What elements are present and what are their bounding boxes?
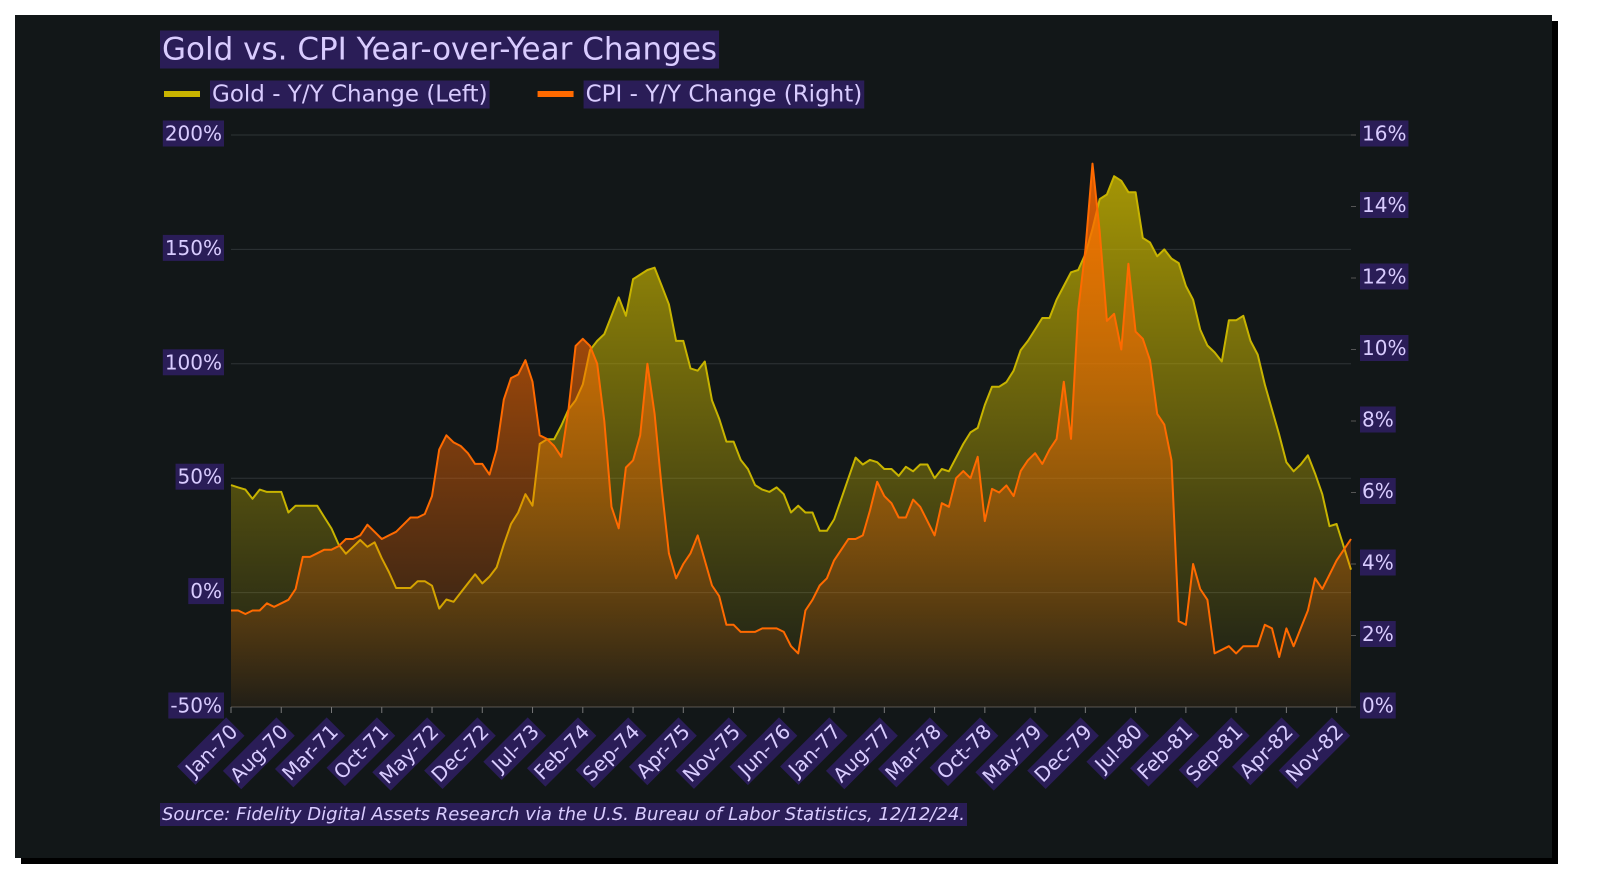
label-bg bbox=[160, 30, 720, 69]
y-tick-label: 150% bbox=[165, 236, 222, 260]
y-tick-label: 200% bbox=[165, 122, 222, 146]
y2-tick-label: 8% bbox=[1362, 408, 1394, 432]
label-bg bbox=[210, 80, 490, 109]
label-bg bbox=[1086, 717, 1150, 781]
label-bg bbox=[177, 717, 245, 785]
label-bg bbox=[1278, 717, 1351, 789]
label-bg bbox=[162, 120, 224, 147]
label-bg bbox=[1360, 263, 1409, 290]
label-bg bbox=[175, 463, 224, 490]
label-bg bbox=[1360, 335, 1409, 361]
label-bg bbox=[825, 717, 898, 790]
label-bg bbox=[975, 717, 1049, 791]
legend-label: CPI - Y/Y Change (Right) bbox=[586, 82, 863, 108]
label-bg bbox=[583, 80, 865, 109]
label-bg bbox=[160, 803, 967, 826]
label-bg bbox=[628, 717, 697, 786]
y2-tick-label: 12% bbox=[1362, 265, 1406, 289]
label-bg bbox=[729, 717, 798, 786]
y2-tick-label: 0% bbox=[1362, 694, 1394, 718]
chart-title: Gold vs. CPI Year-over-Year Changes bbox=[162, 32, 717, 68]
label-bg bbox=[675, 717, 748, 789]
label-bg bbox=[1360, 120, 1409, 147]
label-bg bbox=[1027, 717, 1099, 790]
line bbox=[231, 162, 1352, 658]
y-tick-label: 0% bbox=[190, 579, 222, 603]
label-bg bbox=[1130, 717, 1200, 787]
y2-tick-label: 2% bbox=[1362, 622, 1394, 646]
label-bg bbox=[1360, 478, 1396, 504]
label-bg bbox=[162, 234, 224, 261]
label-bg bbox=[1360, 406, 1396, 433]
label-bg bbox=[878, 717, 949, 788]
area bbox=[231, 163, 1351, 708]
label-bg bbox=[1360, 692, 1396, 719]
y2-tick-label: 10% bbox=[1362, 336, 1406, 360]
label-bg bbox=[162, 349, 224, 376]
label-bg bbox=[1360, 549, 1396, 576]
y2-tick-label: 16% bbox=[1362, 122, 1406, 146]
y-tick-label: -50% bbox=[170, 694, 222, 718]
y2-tick-label: 4% bbox=[1362, 551, 1394, 575]
legend-swatch bbox=[537, 91, 574, 97]
y2-tick-label: 14% bbox=[1362, 193, 1406, 217]
y-tick-label: 100% bbox=[165, 350, 222, 374]
plot-area bbox=[230, 134, 1356, 713]
label-bg bbox=[1360, 621, 1396, 647]
label-bg bbox=[274, 717, 346, 788]
label-bg bbox=[483, 717, 547, 781]
label-bg bbox=[168, 692, 224, 719]
label-bg bbox=[222, 717, 295, 790]
label-bg bbox=[188, 578, 224, 605]
source-note: Source: Fidelity Digital Assets Research… bbox=[162, 804, 965, 825]
label-bg bbox=[780, 717, 848, 785]
y2-tick-label: 6% bbox=[1362, 479, 1394, 503]
label-bg bbox=[326, 717, 396, 787]
legend-swatch bbox=[164, 91, 200, 97]
label-bg bbox=[526, 717, 597, 787]
label-bg bbox=[1232, 717, 1300, 786]
legend-label: Gold - Y/Y Change (Left) bbox=[212, 82, 488, 108]
label-bg bbox=[929, 717, 999, 787]
label-bg bbox=[424, 717, 496, 790]
label-bg bbox=[1178, 717, 1250, 789]
label-bg bbox=[372, 717, 446, 791]
label-bg bbox=[1360, 192, 1409, 218]
panel bbox=[15, 15, 1552, 858]
y-tick-label: 50% bbox=[178, 465, 222, 489]
label-bg bbox=[575, 717, 647, 789]
